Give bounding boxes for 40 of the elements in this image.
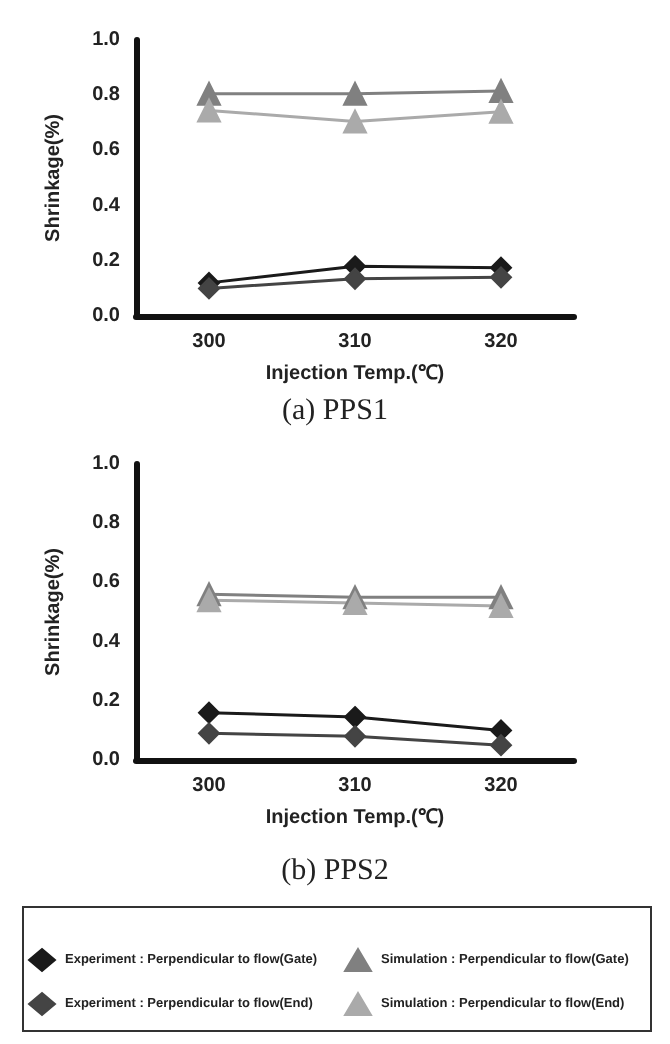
x-tick-label: 310 bbox=[338, 775, 373, 797]
x-axis-title: Injection Temp.(℃) bbox=[265, 807, 445, 829]
x-tick-label: 320 bbox=[484, 775, 519, 797]
y-tick-label: 0.2 bbox=[92, 249, 121, 272]
y-tick-label: 0.0 bbox=[92, 749, 121, 771]
y-tick-label: 1.0 bbox=[92, 29, 121, 51]
point bbox=[343, 81, 367, 106]
point bbox=[490, 266, 512, 289]
y-tick-label: 0.2 bbox=[92, 689, 121, 712]
x-tick-label: 320 bbox=[484, 331, 519, 353]
y-axis-title: Shrinkage(%) bbox=[43, 548, 65, 676]
y-tick-label: 0.8 bbox=[92, 512, 121, 535]
point bbox=[489, 594, 513, 619]
y-tick-label: 0.4 bbox=[92, 194, 121, 217]
y-tick-label: 1.0 bbox=[92, 453, 121, 475]
text: (b) PPS2 bbox=[281, 855, 389, 887]
point bbox=[344, 706, 366, 729]
point bbox=[344, 725, 366, 748]
text: (a) PPS1 bbox=[282, 395, 388, 427]
point bbox=[343, 591, 367, 616]
x-tick-label: 310 bbox=[338, 331, 373, 353]
point bbox=[197, 98, 221, 123]
x-tick-label: 300 bbox=[192, 775, 227, 797]
x-tick-label: 300 bbox=[192, 331, 227, 353]
y-tick-label: 0.8 bbox=[92, 84, 121, 107]
y-tick-label: 0.6 bbox=[92, 139, 121, 162]
y-axis-title: Shrinkage(%) bbox=[43, 114, 65, 242]
y-tick-label: 0.0 bbox=[92, 305, 121, 327]
x-axis-title: Injection Temp.(℃) bbox=[265, 363, 445, 385]
point bbox=[197, 588, 221, 613]
y-tick-label: 0.4 bbox=[92, 630, 121, 653]
point bbox=[343, 109, 367, 134]
point bbox=[198, 701, 220, 724]
point bbox=[489, 99, 513, 124]
point bbox=[489, 79, 513, 104]
y-tick-label: 0.6 bbox=[92, 571, 121, 594]
point bbox=[490, 734, 512, 757]
point bbox=[198, 722, 220, 745]
point bbox=[198, 277, 220, 300]
point bbox=[344, 267, 366, 290]
